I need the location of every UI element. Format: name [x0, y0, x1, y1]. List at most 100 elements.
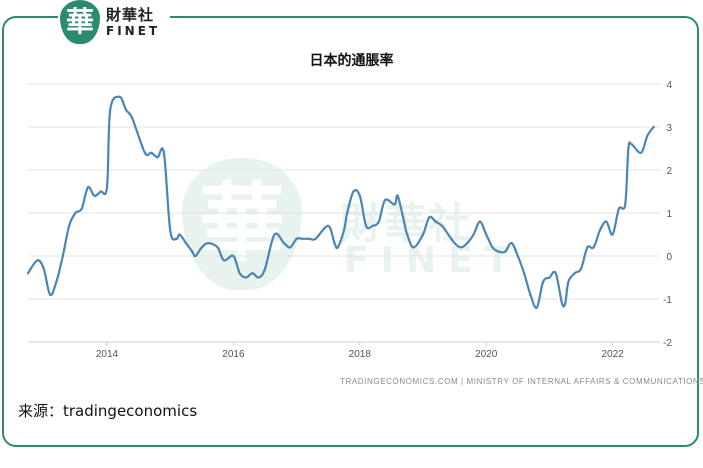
data-point [377, 220, 380, 223]
data-point [49, 293, 52, 296]
data-point [652, 125, 655, 129]
data-point [93, 194, 96, 197]
x-axis: 2014 2016 2018 2020 2022 [28, 341, 660, 360]
source-credit: TRADINGECONOMICS.COM | MINISTRY OF INTER… [340, 377, 703, 386]
data-point [529, 293, 532, 296]
x-tick-label: 2022 [601, 349, 624, 360]
data-point [428, 216, 431, 219]
data-point [282, 242, 286, 245]
data-point [99, 190, 102, 193]
data-point [548, 276, 551, 279]
data-point [143, 151, 146, 154]
y-axis: 4 3 2 1 0 -1 -2 [663, 80, 672, 349]
data-point [586, 246, 589, 249]
watermark-name-en: FINET [344, 240, 522, 281]
data-point [510, 242, 513, 245]
data-point [485, 233, 488, 236]
finet-logo: 華 財華社 FINET [58, 0, 170, 44]
data-point [257, 276, 260, 279]
data-point [175, 237, 178, 240]
y-tick-label: 2 [666, 166, 672, 177]
chart-title: 日本的通脹率 [309, 53, 394, 69]
data-point [611, 233, 614, 236]
data-point [579, 267, 583, 270]
data-point [263, 267, 267, 270]
data-point [308, 237, 311, 240]
data-point [646, 134, 649, 137]
data-point [150, 151, 153, 154]
data-point [124, 108, 128, 111]
data-point [472, 233, 475, 236]
data-point [352, 190, 355, 193]
data-point [314, 237, 317, 240]
data-point [61, 254, 64, 258]
data-point [365, 224, 368, 227]
data-point [406, 233, 409, 236]
data-point [453, 242, 456, 245]
chart-frame [2, 16, 699, 447]
data-point [466, 242, 469, 245]
data-point [564, 302, 567, 305]
data-point [295, 237, 298, 240]
data-point [627, 147, 630, 150]
data-point [118, 95, 121, 98]
data-point [131, 117, 134, 120]
data-point [184, 242, 188, 245]
x-tick-label: 2014 [96, 349, 119, 360]
data-point [504, 250, 507, 253]
logo-name-cn: 財華社 [106, 6, 155, 24]
y-tick-label: 4 [666, 80, 672, 91]
data-point [178, 233, 181, 236]
x-tick-label: 2018 [349, 349, 372, 360]
data-point [542, 280, 545, 283]
data-point [384, 199, 387, 202]
data-point [238, 272, 241, 275]
y-tick-label: -2 [663, 338, 672, 349]
data-point [336, 246, 339, 249]
data-point [402, 220, 406, 223]
watermark-badge: 華 [182, 158, 302, 290]
data-point [327, 224, 330, 227]
data-point [630, 143, 633, 146]
data-point [421, 233, 425, 236]
data-point [207, 242, 210, 245]
data-point [412, 246, 415, 249]
logo-badge: 華 [60, 0, 100, 44]
y-tick-label: 1 [666, 209, 672, 220]
data-point [598, 229, 602, 232]
data-point [358, 194, 361, 197]
data-point [342, 229, 346, 232]
data-point [639, 151, 643, 154]
data-point [371, 224, 374, 227]
data-point [200, 246, 203, 249]
data-point [244, 276, 248, 279]
data-point [440, 224, 444, 227]
y-tick-label: -1 [663, 295, 672, 306]
data-point [497, 250, 500, 253]
data-point [216, 246, 219, 249]
x-tick-label: 2020 [475, 349, 498, 360]
data-point [42, 267, 45, 270]
data-point [26, 272, 30, 275]
data-point [573, 272, 576, 275]
data-point [55, 280, 58, 283]
data-point [535, 306, 538, 309]
data-point [554, 272, 557, 275]
data-point [592, 246, 595, 249]
data-point [605, 220, 608, 223]
data-point [523, 272, 526, 275]
data-point [162, 151, 165, 154]
x-tick-label: 2016 [222, 349, 245, 360]
data-point [434, 220, 437, 223]
data-point [478, 220, 481, 223]
data-point [491, 246, 494, 249]
data-point [251, 272, 254, 275]
data-point [289, 246, 292, 249]
data-point [333, 242, 336, 245]
data-point [36, 259, 39, 262]
data-point [74, 211, 77, 215]
data-point [105, 186, 109, 189]
data-point [459, 246, 462, 249]
data-point [516, 254, 519, 258]
